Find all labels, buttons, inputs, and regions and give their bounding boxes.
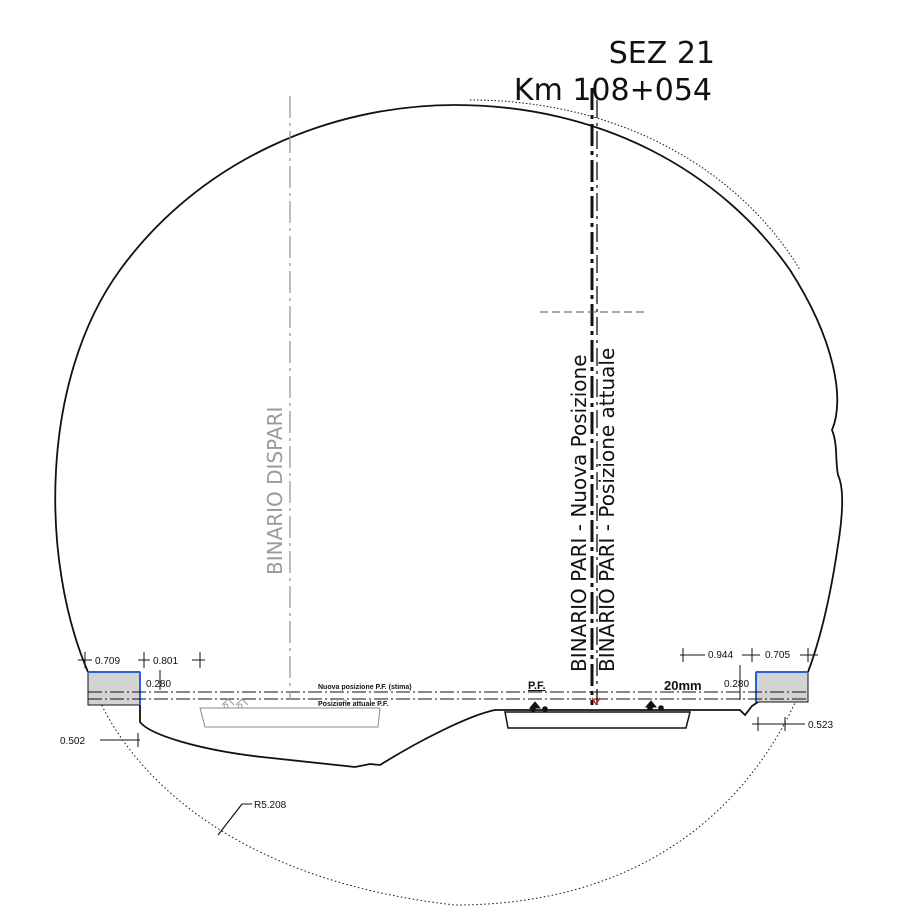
left-walkway	[87, 671, 141, 706]
dim-left-top-a: 0.709	[95, 656, 120, 667]
even-track-new-label: BINARIO PARI - Nuova Posizione	[567, 355, 591, 673]
dim-left-bottom: 0.502	[60, 736, 85, 747]
right-dimension-lines	[680, 648, 818, 731]
even-track-rails	[528, 700, 664, 712]
kilometer-label: Km 108+054	[514, 73, 712, 108]
tunnel-extrados-dotted	[469, 99, 801, 271]
excavation-profile	[139, 701, 759, 768]
new-pf-note: Nuova posizione P.F. (stima)	[318, 684, 412, 691]
dim-right-top-b: 0.705	[765, 650, 790, 661]
radius-leader	[217, 803, 243, 836]
dim-left-top-b: 0.801	[153, 656, 178, 667]
even-track-slab	[504, 711, 691, 729]
dim-right-top-a: 0.944	[708, 650, 733, 661]
odd-track-rails	[221, 698, 351, 709]
dim-right-height: 0.280	[724, 679, 749, 690]
odd-track-label: BINARIO DISPARI	[263, 407, 287, 575]
dim-left-height: 0.280	[146, 679, 171, 690]
left-dimension-lines	[78, 652, 205, 747]
axis-marker	[591, 697, 601, 706]
invert-dotted-arc	[87, 671, 809, 906]
even-track-current-label: BINARIO PARI - Posizione attuale	[595, 348, 619, 672]
offset-label: 20mm	[664, 678, 702, 693]
dim-right-bottom: 0.523	[808, 720, 833, 731]
radius-label: R5.208	[254, 800, 287, 811]
section-label: SEZ 21	[609, 36, 715, 71]
current-pf-note: Posizione attuale P.F.	[318, 701, 388, 708]
tunnel-lining-outline	[54, 104, 844, 673]
right-walkway	[755, 671, 809, 703]
pf-label: P.F.	[528, 680, 546, 692]
odd-track-slab	[199, 707, 381, 728]
